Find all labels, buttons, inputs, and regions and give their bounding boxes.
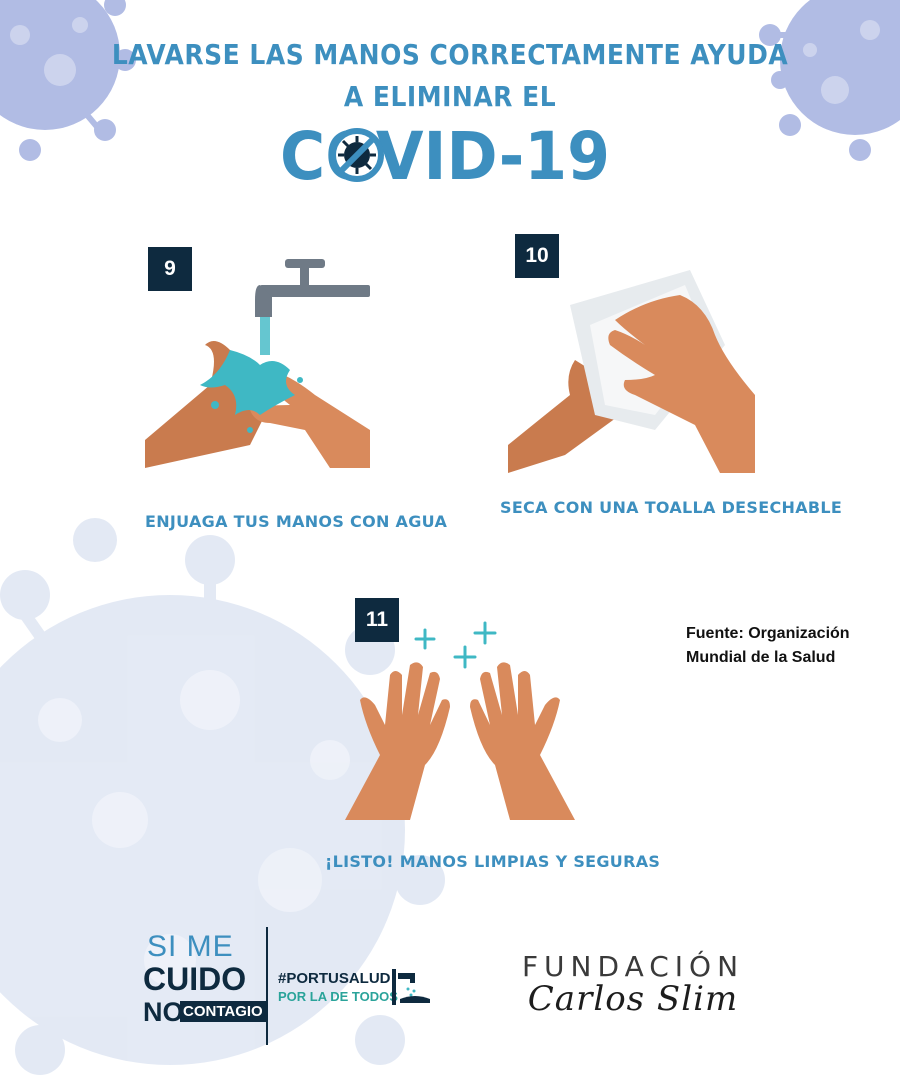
logo-carlos-slim: Carlos Slim	[527, 979, 739, 1019]
headline-line-2: A ELIMINAR EL	[343, 80, 557, 113]
dry-hands-illustration	[508, 270, 755, 473]
logo-cuido: CUIDO	[143, 961, 247, 997]
virus-icon	[759, 0, 900, 161]
step-11-caption: ¡LISTO! MANOS LIMPIAS Y SEGURAS	[325, 852, 661, 871]
logo-tagline: POR LA DE TODOS	[278, 989, 398, 1004]
covid-virus-icon	[330, 128, 384, 182]
logo-fundacion: FUNDACIÓN	[521, 950, 745, 983]
step-9-caption: ENJUAGA TUS MANOS CON AGUA	[145, 512, 448, 531]
covid-title-text: COVID-19	[280, 118, 610, 195]
source-note: Fuente: Organización Mundial de la Salud	[686, 622, 850, 670]
logo-contagio: CONTAGIO	[180, 1001, 266, 1022]
step-10-badge: 10	[515, 234, 559, 278]
step-10-caption: SECA CON UNA TOALLA DESECHABLE	[500, 498, 843, 517]
headline-line-1: LAVARSE LAS MANOS CORRECTAMENTE AYUDA	[111, 38, 789, 71]
hand-wash-icon	[392, 969, 430, 1005]
source-line-1: Fuente: Organización	[686, 625, 850, 642]
sparkle-icon	[414, 621, 497, 669]
si-me-cuido-logo: SI ME CUIDO NO CONTAGIO #PORTUSALUD POR …	[130, 925, 460, 1045]
source-line-2: Mundial de la Salud	[686, 649, 836, 666]
logo-hashtag: #PORTUSALUD	[278, 970, 391, 987]
logo-no: NO	[143, 997, 184, 1027]
logo-si-me: SI ME	[147, 930, 234, 963]
faucet-icon	[255, 259, 370, 317]
fundacion-carlos-slim-logo: FUNDACIÓN Carlos Slim	[508, 950, 758, 1019]
step-9-badge: 9	[148, 247, 192, 291]
rinse-hands-illustration	[145, 259, 370, 468]
step-11-badge: 11	[355, 598, 399, 642]
covid-19-title: COVID-19	[280, 118, 610, 195]
clean-hands-illustration	[345, 621, 575, 820]
virus-icon	[0, 518, 445, 1075]
logo-divider	[266, 927, 268, 1045]
virus-icon	[0, 0, 136, 161]
